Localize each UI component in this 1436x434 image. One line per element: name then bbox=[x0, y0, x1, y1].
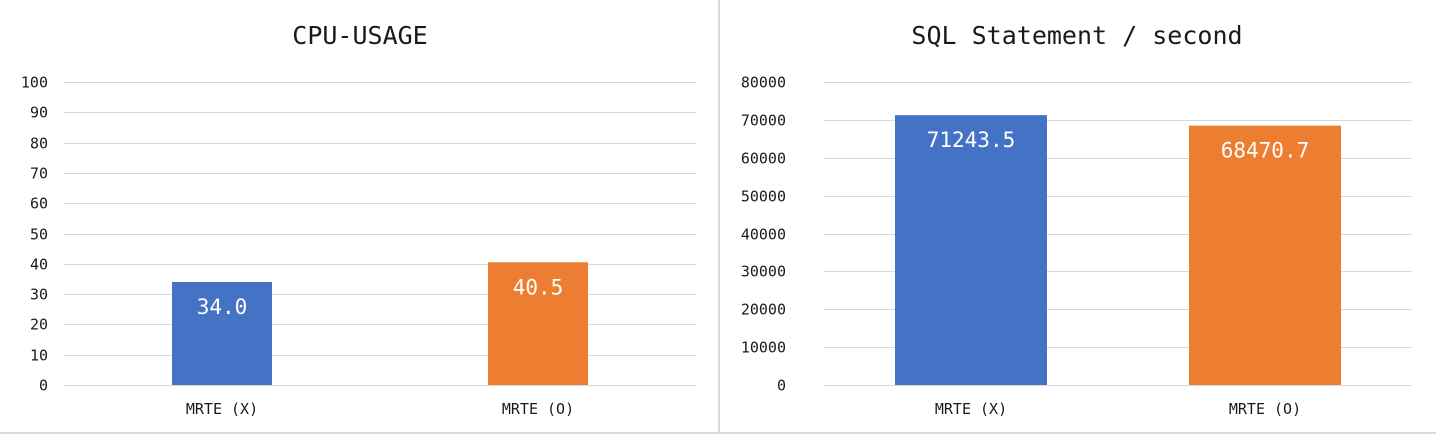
cpu-usage-chart: CPU-USAGE 0 10 20 30 40 50 60 70 80 90 100 34.0 MRTE … bbox=[21, 21, 696, 418]
y-tick-label: 50000 bbox=[741, 188, 786, 206]
bottom-border bbox=[0, 432, 1436, 434]
bar bbox=[488, 262, 588, 385]
data-label: 71243.5 bbox=[927, 128, 1016, 152]
y-tick-label: 10000 bbox=[741, 339, 786, 357]
y-tick-label: 50 bbox=[30, 226, 48, 244]
y-tick-label: 0 bbox=[39, 377, 48, 395]
x-category-label: MRTE (X) bbox=[186, 400, 258, 418]
data-label: 40.5 bbox=[513, 275, 564, 299]
y-tick-label: 30 bbox=[30, 286, 48, 304]
y-tick-label: 80 bbox=[30, 135, 48, 153]
y-tick-label: 100 bbox=[21, 74, 48, 92]
x-category-label: MRTE (O) bbox=[1229, 400, 1301, 418]
cpu-usage-chart-panel: CPU-USAGE 0 10 20 30 40 50 60 70 80 90 100 34.0 MRTE … bbox=[0, 0, 718, 432]
x-category-label: MRTE (O) bbox=[502, 400, 574, 418]
y-tick-label: 10 bbox=[30, 347, 48, 365]
y-tick-label: 60000 bbox=[741, 150, 786, 168]
sql-statement-chart: SQL Statement / second 0 10000 20000 30000 40… bbox=[741, 21, 1412, 418]
data-label: 68470.7 bbox=[1221, 139, 1310, 163]
panel-divider bbox=[718, 0, 720, 434]
chart-title: CPU-USAGE bbox=[292, 21, 427, 50]
y-tick-label: 40000 bbox=[741, 226, 786, 244]
y-tick-label: 40 bbox=[30, 256, 48, 274]
y-tick-label: 80000 bbox=[741, 74, 786, 92]
y-tick-label: 20000 bbox=[741, 301, 786, 319]
y-tick-label: 90 bbox=[30, 104, 48, 122]
bar bbox=[172, 281, 272, 385]
x-category-label: MRTE (X) bbox=[935, 400, 1007, 418]
y-tick-label: 30000 bbox=[741, 263, 786, 281]
y-tick-label: 20 bbox=[30, 316, 48, 334]
y-tick-label: 70000 bbox=[741, 112, 786, 130]
chart-title: SQL Statement / second bbox=[911, 21, 1242, 50]
bar bbox=[895, 115, 1047, 385]
y-tick-label: 0 bbox=[777, 377, 786, 395]
y-tick-label: 60 bbox=[30, 195, 48, 213]
data-label: 34.0 bbox=[197, 295, 248, 319]
y-tick-label: 70 bbox=[30, 165, 48, 183]
sql-statement-chart-panel: SQL Statement / second 0 10000 20000 30000 40… bbox=[720, 0, 1436, 432]
bar bbox=[1189, 125, 1341, 385]
